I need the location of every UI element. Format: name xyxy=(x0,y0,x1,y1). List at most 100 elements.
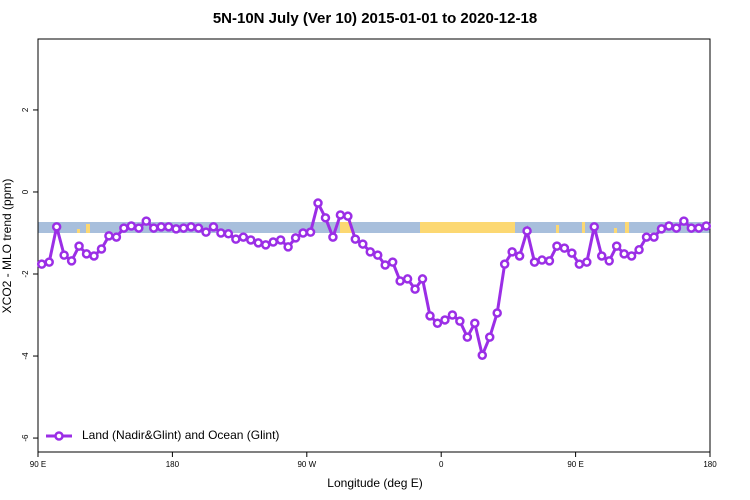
point xyxy=(343,211,353,221)
point xyxy=(320,213,331,223)
point xyxy=(66,256,77,266)
point xyxy=(626,251,637,261)
point xyxy=(387,257,398,267)
point xyxy=(365,247,376,257)
point xyxy=(268,237,278,247)
point xyxy=(604,256,614,266)
point xyxy=(664,221,674,231)
x-tick-label: 90 E xyxy=(567,460,583,469)
point xyxy=(216,228,226,238)
point xyxy=(74,241,84,251)
point xyxy=(163,222,174,232)
point xyxy=(641,232,652,242)
point xyxy=(537,255,547,265)
point xyxy=(148,223,159,233)
point xyxy=(104,231,114,241)
point xyxy=(290,233,301,243)
point xyxy=(372,250,383,260)
point xyxy=(552,241,562,251)
point xyxy=(582,257,592,267)
land-patch xyxy=(625,222,629,233)
land-patch xyxy=(614,228,617,233)
point xyxy=(447,310,458,320)
point xyxy=(89,251,99,261)
point xyxy=(59,250,69,260)
point xyxy=(36,259,47,269)
point xyxy=(260,240,271,250)
point xyxy=(231,234,241,244)
point xyxy=(544,256,555,266)
point xyxy=(193,223,204,233)
point xyxy=(671,223,682,233)
point xyxy=(171,224,181,234)
y-tick-label: -6 xyxy=(21,434,30,442)
point xyxy=(111,232,122,242)
y-tick-label: -4 xyxy=(21,352,30,360)
legend-marker xyxy=(54,431,64,441)
point xyxy=(417,274,428,284)
point xyxy=(462,332,473,342)
point xyxy=(679,216,689,226)
point xyxy=(410,284,420,294)
point xyxy=(96,244,107,254)
y-axis-label: XCO2 - MLO trend (ppm) xyxy=(0,179,14,314)
point xyxy=(126,221,137,231)
point xyxy=(694,223,704,233)
land-patch xyxy=(77,229,80,233)
plot-frame xyxy=(37,38,711,453)
point xyxy=(178,223,189,233)
land-patch xyxy=(582,222,585,233)
point xyxy=(499,259,510,269)
point xyxy=(611,241,622,251)
point xyxy=(358,239,368,249)
point xyxy=(81,249,92,259)
point xyxy=(134,223,144,233)
point xyxy=(238,232,249,242)
point xyxy=(298,228,308,238)
point xyxy=(514,251,525,261)
land-patch xyxy=(340,222,352,233)
point xyxy=(44,257,54,267)
x-tick-label: 90 W xyxy=(297,460,316,469)
point xyxy=(208,222,219,232)
ocean-band xyxy=(38,222,710,233)
point xyxy=(201,227,211,237)
point xyxy=(529,257,540,267)
point xyxy=(492,308,502,318)
point xyxy=(156,222,166,232)
point xyxy=(328,232,338,242)
point xyxy=(425,311,435,321)
point xyxy=(470,318,480,328)
point xyxy=(574,259,585,269)
land-patch xyxy=(86,224,90,233)
point xyxy=(119,223,129,233)
surface-band xyxy=(38,222,710,233)
x-axis-label: Longitude (deg E) xyxy=(327,476,422,490)
land-patch xyxy=(556,225,559,233)
y-tick-label: -2 xyxy=(21,270,30,278)
legend-label: Land (Nadir&Glint) and Ocean (Glint) xyxy=(82,428,279,442)
point xyxy=(559,243,570,253)
point xyxy=(275,235,286,245)
point xyxy=(589,222,600,232)
point xyxy=(567,248,577,258)
y-tick-label: 2 xyxy=(21,107,30,112)
point xyxy=(402,274,413,284)
point xyxy=(380,260,390,270)
x-tick-label: 180 xyxy=(166,460,180,469)
point xyxy=(507,247,517,257)
point xyxy=(51,222,62,232)
point xyxy=(313,198,323,208)
point xyxy=(686,223,697,233)
point xyxy=(596,251,607,261)
point xyxy=(634,245,644,255)
point xyxy=(432,318,443,328)
point xyxy=(305,227,316,237)
point xyxy=(335,210,346,220)
point xyxy=(350,234,361,244)
point xyxy=(395,276,405,286)
x-tick-label: 0 xyxy=(439,460,444,469)
y-tick-label: 0 xyxy=(21,189,30,194)
